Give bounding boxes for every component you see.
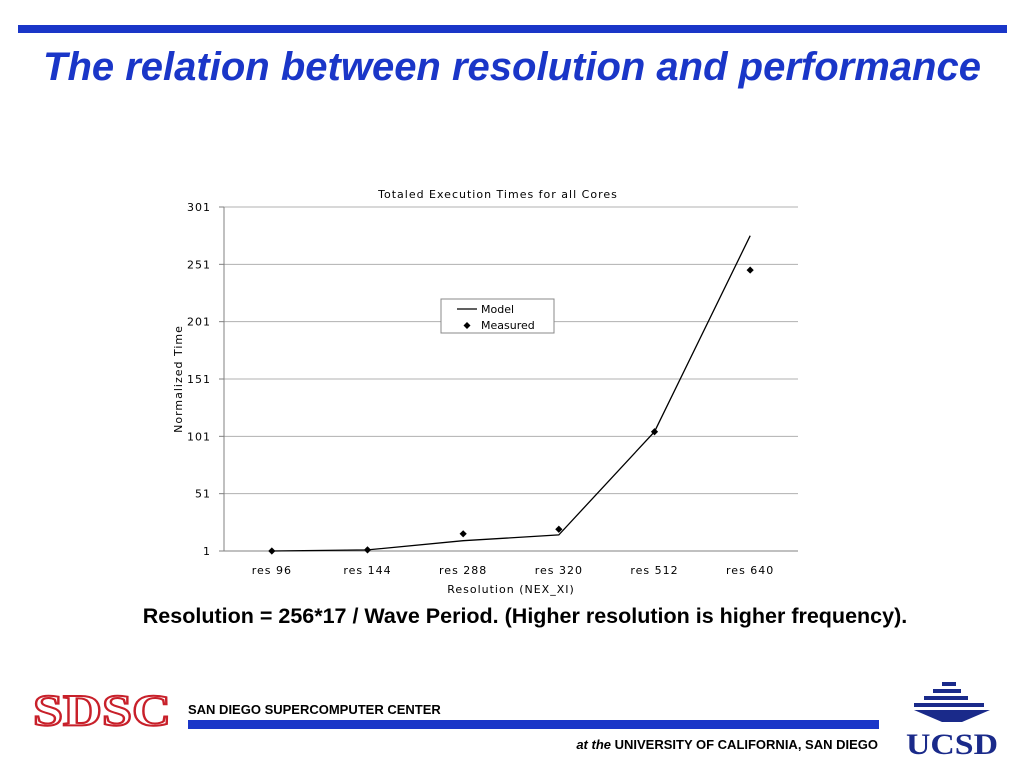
legend-measured-swatch [463,322,471,329]
bottom-accent-bar [188,720,879,729]
series-measured-point-5 [746,266,754,274]
ucsd-logo-text: UCSD [906,728,998,760]
legend-measured-label: Measured [481,319,535,332]
legend-box [440,298,555,334]
sdsc-logo: SDSC [33,688,172,730]
x-axis-label: Resolution (NEX_XI) [447,583,575,596]
top-accent-bar [18,25,1007,33]
center-name: SAN DIEGO SUPERCOMPUTER CENTER [188,702,441,717]
series-measured-point-1 [363,546,372,554]
ucsd-building-icon [914,682,990,722]
affiliation-prefix: at the [576,737,611,752]
y-tick-label-1: 1 [203,545,211,558]
ucsd-logo: UCSD [906,682,998,760]
series-measured-point-0 [268,547,276,555]
series-measured-point-4 [650,428,659,436]
chart-series [268,235,754,555]
sdsc-logo-text: SDSC [33,688,171,730]
x-tick-label-4: res 512 [630,564,678,577]
slide-caption: Resolution = 256*17 / Wave Period. (High… [142,604,908,628]
slide-title: The relation between resolution and perf… [43,45,981,89]
x-tick-label-3: res 320 [535,564,583,577]
x-tick-labels: res 96 res 144 res 288 res 320 res 512 res 64… [252,564,774,577]
y-tick-label-101: 101 [187,430,211,443]
affiliation-name: UNIVERSITY OF CALIFORNIA, SAN DIEGO [614,737,878,752]
y-tick-label-51: 51 [195,488,211,501]
chart-legend: Model Measured [440,298,555,334]
x-tick-label-0: res 96 [252,564,292,577]
affiliation-line: at the UNIVERSITY OF CALIFORNIA, SAN DIE… [576,737,878,752]
x-tick-label-2: res 288 [439,564,487,577]
y-axis-label: Normalized Time [172,325,185,433]
chart-gridlines [224,206,798,495]
y-tick-label-251: 251 [187,258,211,271]
x-tick-label-5: res 640 [726,564,774,577]
y-tick-label-201: 201 [187,316,211,329]
x-tick-label-1: res 144 [343,564,391,577]
series-model-line [271,235,751,552]
y-tick-label-301: 301 [187,201,211,214]
series-measured-point-2 [459,530,467,538]
legend-model-label: Model [481,303,514,316]
execution-time-chart: Totaled Execution Times for all Cores 15… [172,188,798,596]
chart-title: Totaled Execution Times for all Cores [377,188,618,201]
y-tick-label-151: 151 [187,373,211,386]
series-measured-point-3 [555,525,563,533]
